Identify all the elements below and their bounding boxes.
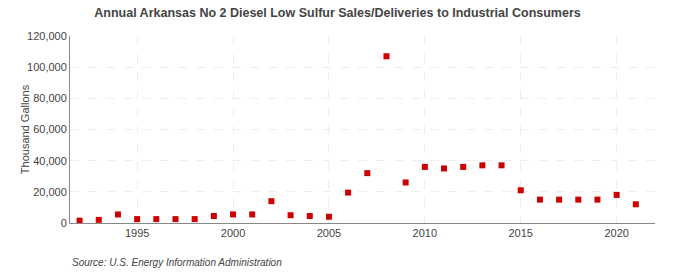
svg-text:80,000: 80,000 [33, 92, 67, 104]
svg-text:1995: 1995 [125, 227, 149, 239]
svg-text:Thousand Gallons: Thousand Gallons [19, 84, 31, 174]
svg-text:2020: 2020 [604, 227, 628, 239]
svg-text:100,000: 100,000 [27, 61, 67, 73]
svg-text:2005: 2005 [317, 227, 341, 239]
svg-text:20,000: 20,000 [33, 186, 67, 198]
svg-text:2000: 2000 [221, 227, 245, 239]
svg-text:2010: 2010 [413, 227, 437, 239]
svg-text:120,000: 120,000 [27, 30, 67, 42]
svg-text:2015: 2015 [508, 227, 532, 239]
svg-text:60,000: 60,000 [33, 123, 67, 135]
svg-text:Annual Arkansas No 2 Diesel Lo: Annual Arkansas No 2 Diesel Low Sulfur S… [94, 6, 581, 20]
svg-text:0: 0 [61, 217, 67, 229]
svg-text:Source: U.S. Energy Informatio: Source: U.S. Energy Information Administ… [72, 257, 282, 268]
svg-text:40,000: 40,000 [33, 155, 67, 167]
